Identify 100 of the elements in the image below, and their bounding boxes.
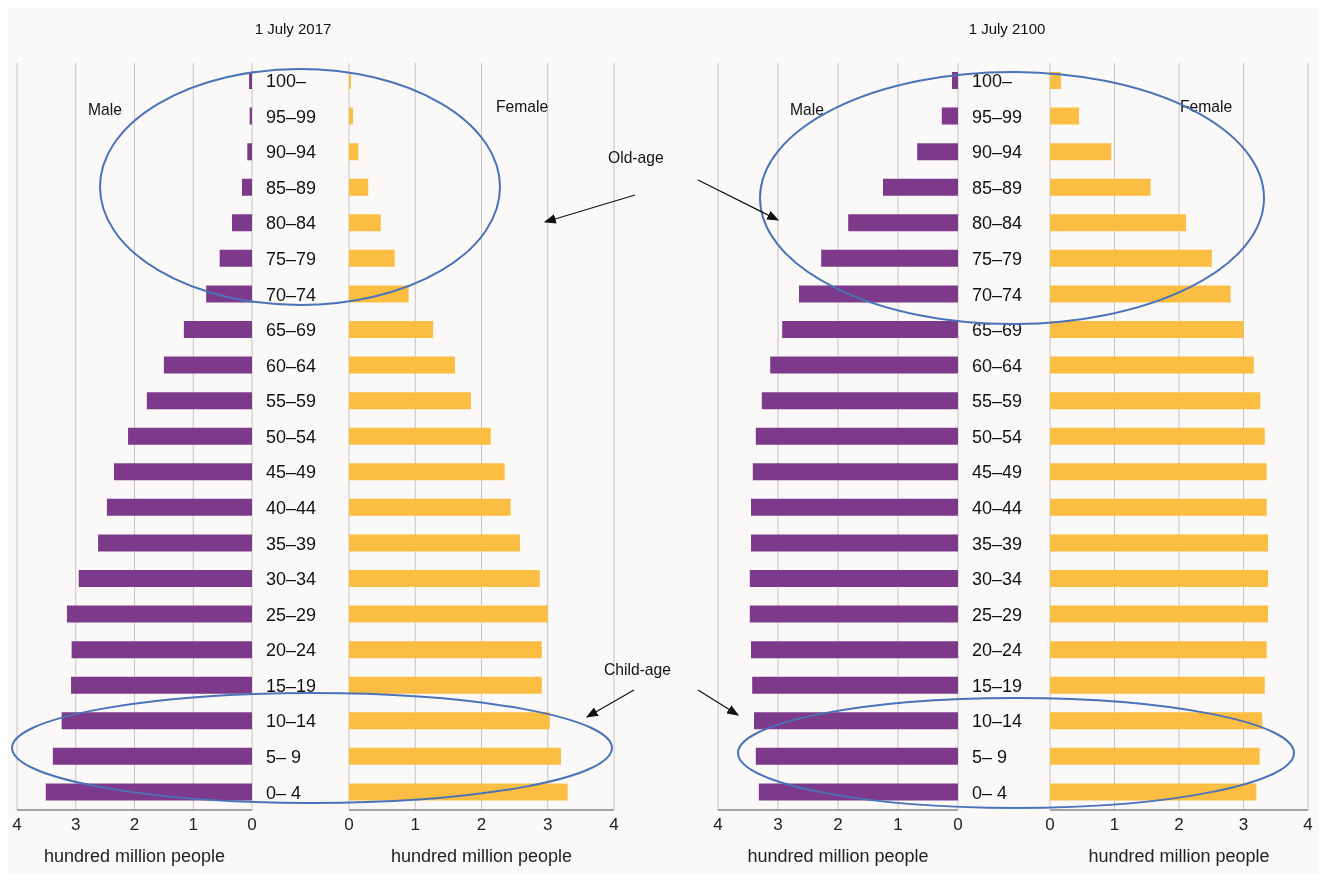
bar (349, 498, 511, 516)
x-tick-label: 4 (12, 815, 22, 835)
bar (349, 321, 434, 338)
y-tick-label: 75–79 (972, 249, 1023, 270)
bar (349, 641, 542, 659)
bar (761, 392, 958, 410)
bar (1050, 107, 1080, 125)
bar (1050, 427, 1265, 445)
x-tick-label: 3 (773, 815, 783, 835)
bar (1050, 285, 1231, 303)
annotation: Child-age (604, 660, 671, 680)
bar (754, 712, 958, 730)
bar (1050, 570, 1269, 587)
y-tick-label: 35–39 (266, 533, 317, 554)
bar (106, 498, 252, 516)
y-tick-label: 0– 4 (972, 782, 1008, 803)
bar (349, 747, 561, 765)
bar (755, 427, 958, 445)
bar (163, 356, 252, 374)
y-tick-label: 80–84 (972, 213, 1023, 234)
y-tick-label: 15–19 (266, 675, 317, 696)
annotation: Female (1180, 97, 1233, 117)
bar (821, 249, 958, 267)
y-tick-label: 40–44 (266, 498, 317, 519)
bar (349, 605, 548, 623)
x-tick-label: 3 (1238, 815, 1249, 835)
bar (71, 641, 252, 659)
bar (917, 143, 958, 161)
x-axis-title: hundred million people (747, 846, 929, 866)
y-tick-label: 55–59 (266, 391, 317, 412)
bar (349, 676, 542, 694)
x-tick-label: 4 (713, 815, 723, 835)
bar (349, 143, 359, 161)
bar (751, 534, 958, 552)
y-tick-label: 10–14 (266, 711, 317, 732)
x-tick-label: 1 (893, 815, 903, 835)
x-axis-title: hundred million people (390, 846, 573, 866)
bar (755, 747, 958, 765)
x-tick-label: 2 (1174, 815, 1184, 835)
x-tick-label: 0 (1045, 815, 1055, 835)
bar (848, 214, 958, 232)
bar (1050, 463, 1267, 481)
y-tick-label: 60–64 (266, 355, 317, 376)
bar (751, 641, 958, 659)
bar (1050, 498, 1267, 516)
bar (66, 605, 252, 623)
bar (232, 214, 252, 232)
bar (52, 747, 252, 765)
x-tick-label: 4 (1303, 815, 1313, 835)
x-tick-label: 1 (410, 815, 420, 835)
y-tick-label: 50–54 (972, 426, 1023, 447)
bar (782, 321, 958, 338)
bar (749, 570, 958, 587)
text: 1 July 2017 (253, 20, 333, 37)
y-tick-label: 5– 9 (266, 747, 302, 768)
x-tick-label: 0 (247, 815, 257, 835)
bar (941, 107, 958, 125)
bar (1050, 249, 1212, 267)
bar (1050, 641, 1267, 659)
x-tick-label: 4 (609, 815, 619, 835)
y-tick-label: 35–39 (972, 533, 1023, 554)
bar (883, 178, 958, 196)
y-tick-label: 40–44 (972, 498, 1023, 519)
y-tick-label: 100– (266, 71, 307, 92)
y-tick-label: 65–69 (266, 320, 317, 341)
y-tick-label: 75–79 (266, 249, 317, 270)
x-tick-label: 3 (543, 815, 553, 835)
y-tick-label: 10–14 (972, 711, 1023, 732)
y-tick-label: 20–24 (266, 640, 317, 661)
bar (1050, 783, 1257, 801)
bar (1050, 214, 1187, 232)
bar (349, 107, 353, 125)
y-tick-label: 0– 4 (266, 782, 302, 803)
annotation: Female (496, 97, 549, 117)
bar (751, 498, 958, 516)
bar (349, 783, 568, 801)
y-tick-label: 85–89 (266, 177, 317, 198)
bar (349, 392, 471, 410)
y-tick-label: 15–19 (972, 675, 1023, 696)
bar (98, 534, 252, 552)
y-tick-label: 90–94 (266, 142, 317, 163)
bar (770, 356, 958, 374)
bar (349, 712, 550, 730)
bar (128, 427, 252, 445)
bar (78, 570, 252, 587)
y-tick-label: 25–29 (972, 604, 1023, 625)
bar (1050, 534, 1269, 552)
annotation: Male (88, 100, 122, 120)
bar (1050, 321, 1244, 338)
x-tick-label: 0 (344, 815, 354, 835)
x-tick-label: 0 (953, 815, 963, 835)
bar (349, 427, 491, 445)
x-tick-label: 2 (833, 815, 843, 835)
y-tick-label: 95–99 (972, 106, 1023, 127)
y-tick-label: 70–74 (972, 284, 1023, 305)
bar (242, 178, 252, 196)
x-tick-label: 2 (129, 815, 140, 835)
bar (1050, 605, 1269, 623)
y-tick-label: 20–24 (972, 640, 1023, 661)
bar (349, 463, 505, 481)
